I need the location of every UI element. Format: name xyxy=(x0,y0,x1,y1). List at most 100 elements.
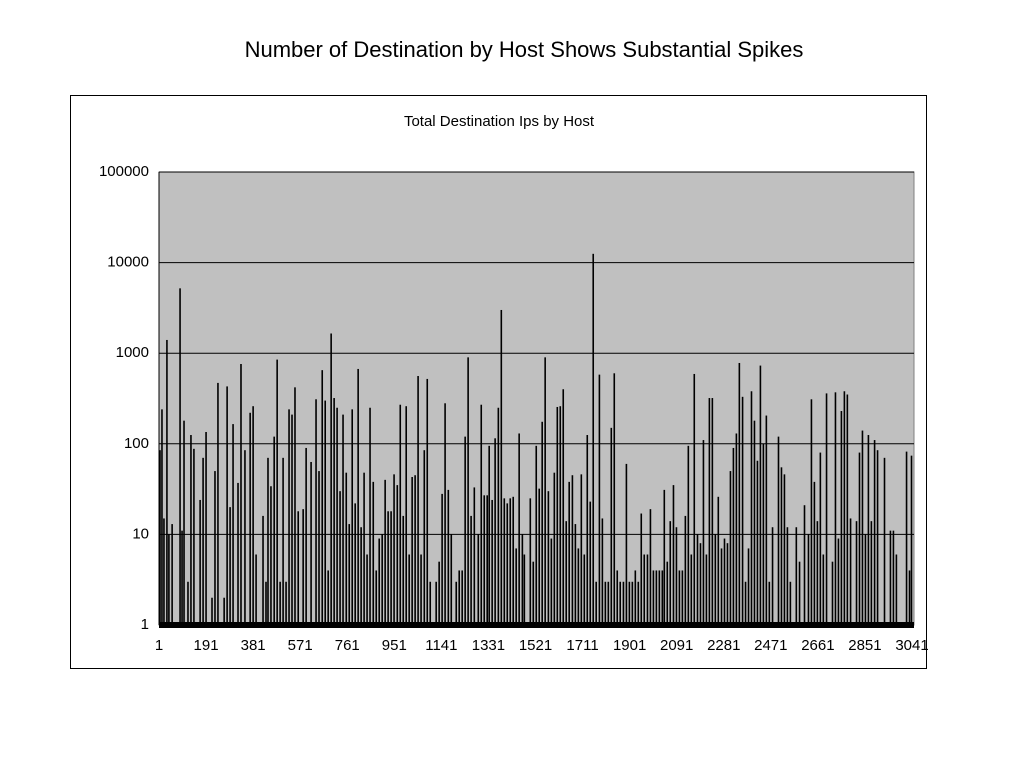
bar xyxy=(849,518,852,625)
bar xyxy=(717,496,720,625)
bar xyxy=(889,530,892,625)
bar xyxy=(408,554,410,625)
y-tick-label: 10 xyxy=(132,525,149,542)
bar xyxy=(553,472,556,625)
bar xyxy=(529,498,532,625)
bar xyxy=(616,570,619,625)
bar xyxy=(384,479,386,625)
bar xyxy=(491,499,493,625)
bar xyxy=(360,527,362,625)
y-tick-label: 100000 xyxy=(99,163,149,180)
bar xyxy=(321,370,324,625)
bar xyxy=(330,333,332,625)
bar xyxy=(905,451,908,625)
bar xyxy=(229,507,231,625)
bar xyxy=(467,357,469,625)
bar xyxy=(643,554,646,625)
x-tick-label: 2091 xyxy=(660,637,693,654)
bar xyxy=(678,570,681,625)
bar xyxy=(429,581,432,625)
bar xyxy=(622,581,625,625)
bar xyxy=(876,450,879,625)
bar xyxy=(262,515,264,625)
bar xyxy=(523,554,526,625)
bar xyxy=(488,445,490,625)
bar xyxy=(372,481,375,625)
bar xyxy=(438,561,440,625)
x-tick-label: 191 xyxy=(194,637,219,654)
bar xyxy=(226,386,228,625)
bar xyxy=(267,457,269,625)
bar xyxy=(240,363,242,625)
bar xyxy=(756,460,759,625)
bar xyxy=(381,534,383,625)
bar xyxy=(503,498,506,625)
bar xyxy=(217,382,219,625)
bar xyxy=(583,554,586,625)
bar xyxy=(518,433,520,625)
bar xyxy=(861,430,864,625)
bar xyxy=(494,438,496,625)
bar xyxy=(171,524,173,625)
bar xyxy=(405,406,408,625)
bar xyxy=(396,485,399,625)
bar xyxy=(723,538,726,625)
bar xyxy=(544,357,546,625)
bar xyxy=(348,524,351,625)
slide-title: Number of Destination by Host Shows Subs… xyxy=(245,37,804,62)
bar xyxy=(273,436,275,625)
bar xyxy=(744,581,747,625)
bar xyxy=(825,393,828,625)
bar xyxy=(378,538,381,625)
bar xyxy=(387,511,389,625)
bar xyxy=(798,561,801,625)
bar xyxy=(666,561,669,625)
bar xyxy=(634,570,637,625)
bar xyxy=(580,474,583,625)
bar xyxy=(265,581,267,625)
bar xyxy=(619,581,622,625)
bar xyxy=(336,407,338,625)
bar xyxy=(586,435,589,625)
bar xyxy=(205,431,207,625)
bar xyxy=(375,570,378,625)
bar xyxy=(649,509,652,625)
y-tick-label: 10000 xyxy=(107,254,149,271)
bar xyxy=(577,548,580,625)
bar xyxy=(187,581,189,625)
bar xyxy=(598,374,601,625)
bar xyxy=(858,452,861,625)
x-tick-label: 1141 xyxy=(425,637,457,654)
bar xyxy=(702,440,705,625)
bar xyxy=(813,481,816,625)
bar xyxy=(855,521,858,625)
bar xyxy=(417,376,419,625)
bar xyxy=(873,440,876,625)
bar xyxy=(282,457,284,625)
bar xyxy=(843,391,846,625)
bar xyxy=(279,581,281,625)
bar xyxy=(690,554,693,625)
y-tick-label: 1000 xyxy=(116,344,149,361)
bar xyxy=(846,394,849,625)
bar xyxy=(193,448,195,625)
bar xyxy=(458,570,461,625)
bar xyxy=(750,391,753,625)
bar xyxy=(735,433,738,625)
bar xyxy=(892,530,895,625)
bar xyxy=(351,409,354,625)
y-tick-label: 1 xyxy=(141,616,149,633)
bar xyxy=(592,253,595,625)
bar xyxy=(708,398,711,625)
bar xyxy=(163,518,165,625)
bar xyxy=(783,474,786,625)
bar xyxy=(363,472,365,625)
bar xyxy=(646,554,649,625)
bar xyxy=(470,515,472,625)
bar xyxy=(244,450,246,625)
bar xyxy=(571,475,574,625)
bar xyxy=(357,368,359,625)
bar xyxy=(535,445,538,625)
bar xyxy=(661,570,664,625)
bar xyxy=(199,499,201,625)
